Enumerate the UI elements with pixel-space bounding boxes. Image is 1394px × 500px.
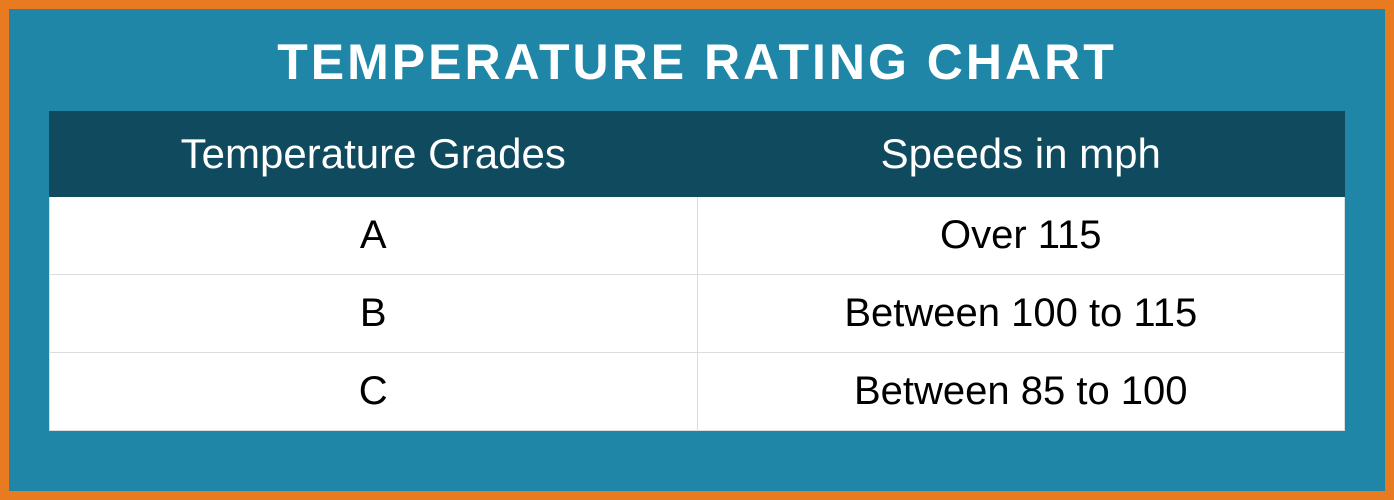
cell-speed: Between 85 to 100	[697, 353, 1345, 431]
chart-title: TEMPERATURE RATING CHART	[49, 33, 1345, 91]
table-header-row: Temperature Grades Speeds in mph	[50, 112, 1345, 197]
table-row: A Over 115	[50, 197, 1345, 275]
column-header-speeds: Speeds in mph	[697, 112, 1345, 197]
cell-speed: Over 115	[697, 197, 1345, 275]
cell-grade: B	[50, 275, 698, 353]
cell-speed: Between 100 to 115	[697, 275, 1345, 353]
chart-container: TEMPERATURE RATING CHART Temperature Gra…	[0, 0, 1394, 500]
table-row: B Between 100 to 115	[50, 275, 1345, 353]
cell-grade: C	[50, 353, 698, 431]
rating-table: Temperature Grades Speeds in mph A Over …	[49, 111, 1345, 431]
table-row: C Between 85 to 100	[50, 353, 1345, 431]
column-header-grades: Temperature Grades	[50, 112, 698, 197]
cell-grade: A	[50, 197, 698, 275]
